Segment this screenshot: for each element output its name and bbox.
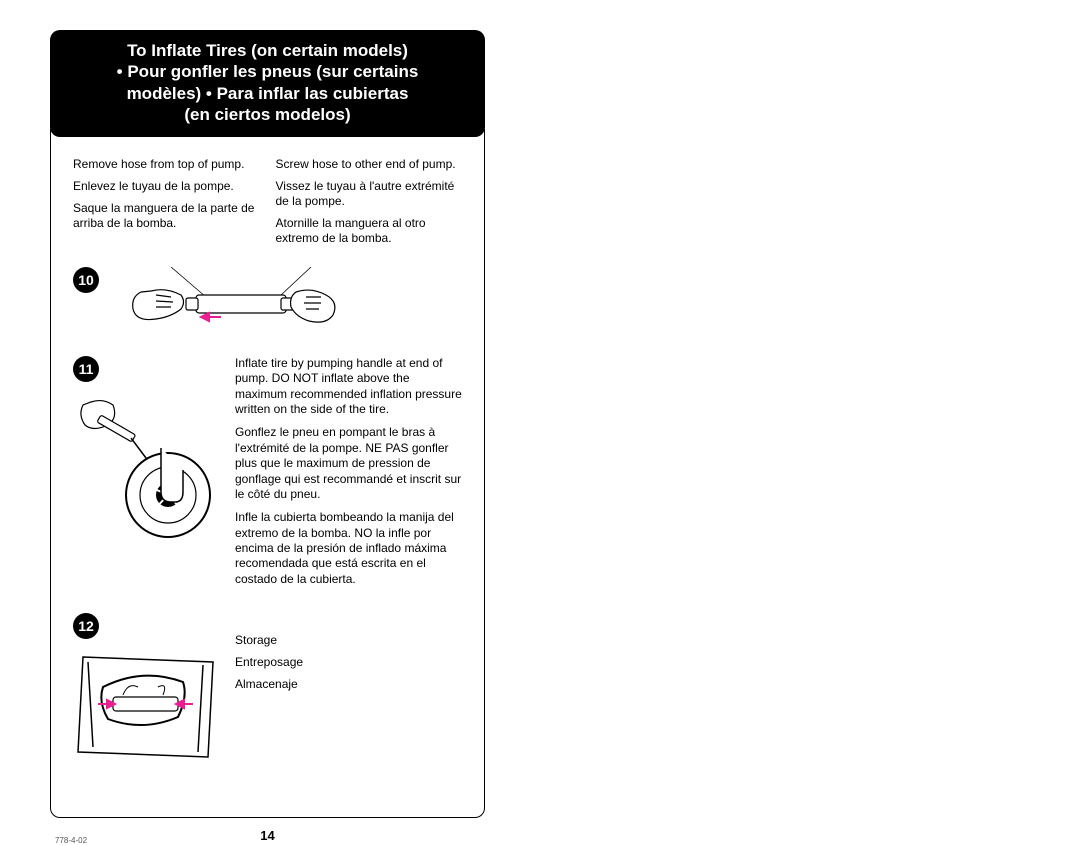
illustration-12 — [73, 647, 223, 772]
page-number: 14 — [51, 828, 484, 843]
section-header: To Inflate Tires (on certain models) • P… — [50, 30, 485, 137]
illustration-11 — [73, 390, 223, 555]
step-badge-10: 10 — [73, 267, 99, 293]
left-col-en: Remove hose from top of pump. — [73, 157, 260, 172]
header-line-1: To Inflate Tires (on certain models) — [127, 41, 408, 60]
step12-es: Almacenaje — [235, 675, 303, 693]
step-11: 11 — [73, 356, 462, 595]
step12-fr: Entreposage — [235, 653, 303, 671]
step11-fr: Gonflez le pneu en pompant le bras à l'e… — [235, 425, 462, 502]
header-line-2: • Pour gonfler les pneus (sur certains — [117, 62, 419, 81]
step-12: 12 — [73, 613, 462, 772]
step-11-text: Inflate tire by pumping handle at end of… — [235, 356, 462, 595]
content-box: Remove hose from top of pump. Enlevez le… — [50, 129, 485, 818]
header-line-4: (en ciertos modelos) — [184, 105, 350, 124]
right-column: Screw hose to other end of pump. Vissez … — [276, 157, 463, 253]
step-10: 10 — [73, 267, 462, 342]
right-col-fr: Vissez le tuyau à l'autre extrémité de l… — [276, 179, 463, 209]
document-id: 778-4-02 — [55, 836, 87, 845]
page-container: To Inflate Tires (on certain models) • P… — [50, 30, 485, 818]
header-line-3: modèles) • Para inflar las cubiertas — [127, 84, 409, 103]
step12-en: Storage — [235, 631, 303, 649]
left-col-es: Saque la manguera de la parte de arriba … — [73, 201, 260, 231]
step-12-text: Storage Entreposage Almacenaje — [235, 613, 303, 697]
left-column: Remove hose from top of pump. Enlevez le… — [73, 157, 260, 253]
step11-es: Infle la cubierta bombeando la manija de… — [235, 510, 462, 587]
step-badge-11: 11 — [73, 356, 99, 382]
step-number-12: 12 — [78, 618, 94, 634]
right-col-en: Screw hose to other end of pump. — [276, 157, 463, 172]
illustration-10 — [111, 267, 371, 342]
left-col-fr: Enlevez le tuyau de la pompe. — [73, 179, 260, 194]
step-badge-12: 12 — [73, 613, 99, 639]
step11-en: Inflate tire by pumping handle at end of… — [235, 356, 462, 417]
right-col-es: Atornille la manguera al otro extremo de… — [276, 216, 463, 246]
top-text-row: Remove hose from top of pump. Enlevez le… — [73, 157, 462, 253]
step-number-10: 10 — [78, 272, 94, 288]
step-number-11: 11 — [79, 361, 94, 377]
